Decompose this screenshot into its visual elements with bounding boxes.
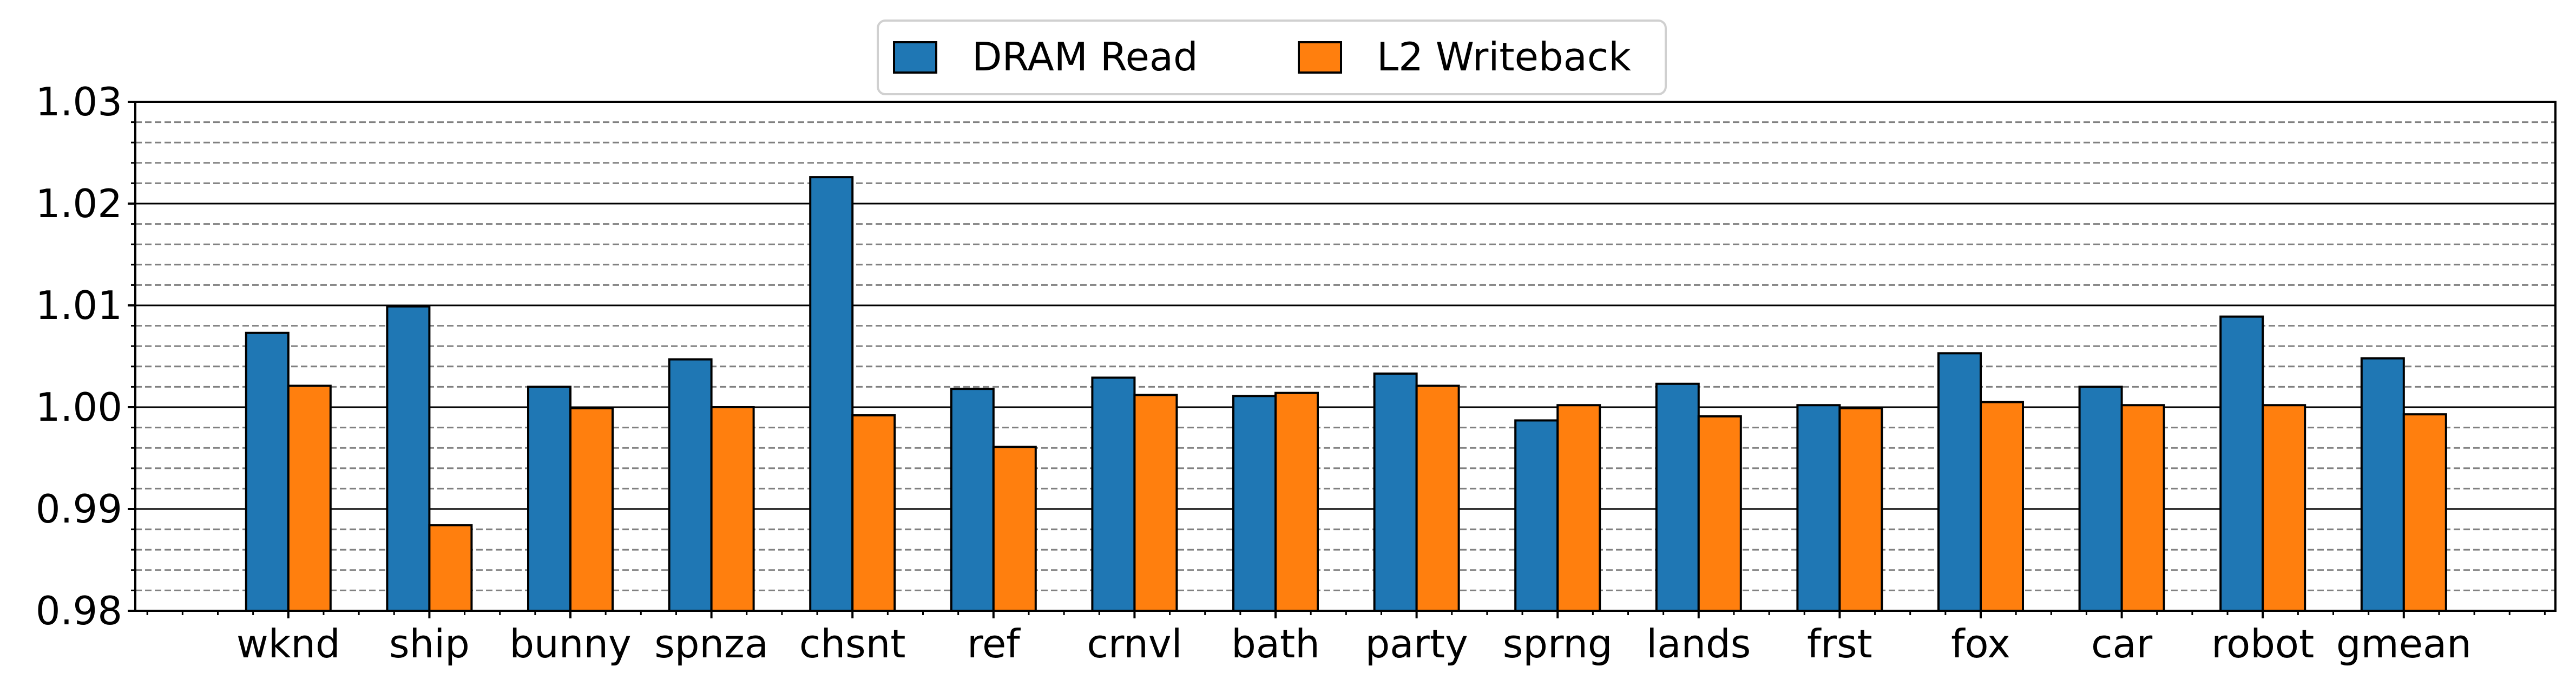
bar-l2-writeback-spnza [710,406,755,612]
y-tick-label: 1.01 [36,283,122,328]
bar-dram-read-chsnt [809,176,854,612]
bar-l2-writeback-lands [1697,415,1742,612]
y-axis: 0.98 0.99 1.00 1.01 1.02 1.03 [36,79,135,634]
x-tick-label: sprng [1503,621,1613,667]
bar-dram-read-gmean [2360,357,2405,612]
legend-label-dram-read: DRAM Read [972,34,1198,80]
bar-dram-read-frst [1796,404,1841,612]
bar-l2-writeback-fox [1980,401,2024,612]
bar-dram-read-bath [1232,395,1277,612]
legend-swatch-dram-read [893,41,937,74]
bar-l2-writeback-ref [992,446,1037,612]
bar-l2-writeback-frst [1838,407,1883,612]
x-tick-label: robot [2211,621,2314,667]
bar-dram-read-ship [386,305,431,612]
x-tick-label: lands [1646,621,1751,667]
x-tick-label: wknd [236,621,340,667]
bar-dram-read-ref [950,388,995,612]
y-tick-label: 1.00 [36,384,122,430]
bar-dram-read-lands [1655,382,1700,612]
bar-dram-read-bunny [527,386,571,612]
plot-frame [134,101,2557,612]
y-tick-label: 1.02 [36,181,122,226]
bar-dram-read-sprng [1514,419,1559,612]
x-axis: wknd ship bunny spnza chsnt ref crnvl bath party… [146,611,2546,667]
bar-l2-writeback-gmean [2402,413,2447,612]
x-tick-label: party [1365,621,1468,667]
legend: DRAM Read L2 Writeback [877,19,1667,95]
legend-label-l2-writeback: L2 Writeback [1377,34,1631,80]
x-tick-label: frst [1807,621,1872,667]
x-tick-label: spnza [654,621,768,667]
x-tick-label: bath [1231,621,1320,667]
y-tick-label: 0.98 [36,588,122,634]
x-tick-label: car [2091,621,2153,667]
bar-l2-writeback-bath [1274,391,1319,612]
x-tick-label: bunny [509,621,631,667]
y-tick-label: 1.03 [36,79,122,125]
bar-l2-writeback-party [1415,384,1460,612]
x-tick-label: chsnt [799,621,906,667]
x-tick-label: crnvl [1087,621,1182,667]
bar-dram-read-spnza [668,358,713,612]
bar-dram-read-fox [1937,352,1982,612]
x-tick-label: gmean [2336,621,2472,667]
bar-l2-writeback-crnvl [1133,394,1178,612]
bar-dram-read-robot [2219,315,2264,612]
x-tick-label: fox [1951,621,2010,667]
bar-l2-writeback-sprng [1556,404,1601,612]
bar-dram-read-crnvl [1091,376,1136,612]
bar-dram-read-party [1373,372,1418,612]
legend-box [877,19,1667,95]
bar-l2-writeback-robot [2262,404,2306,612]
bar-l2-writeback-car [2120,404,2165,612]
x-tick-label: ref [967,621,1021,667]
bar-l2-writeback-wknd [287,384,332,612]
bar-l2-writeback-bunny [569,407,614,612]
y-tick-label: 0.99 [36,486,122,532]
bar-dram-read-wknd [245,331,290,612]
bar-l2-writeback-chsnt [851,414,896,612]
bars [245,176,2447,612]
legend-swatch-l2-writeback [1298,41,1342,74]
bar-l2-writeback-ship [428,524,473,612]
grid-lines [135,121,2555,591]
bar-dram-read-car [2078,386,2123,612]
x-tick-label: ship [389,621,470,667]
